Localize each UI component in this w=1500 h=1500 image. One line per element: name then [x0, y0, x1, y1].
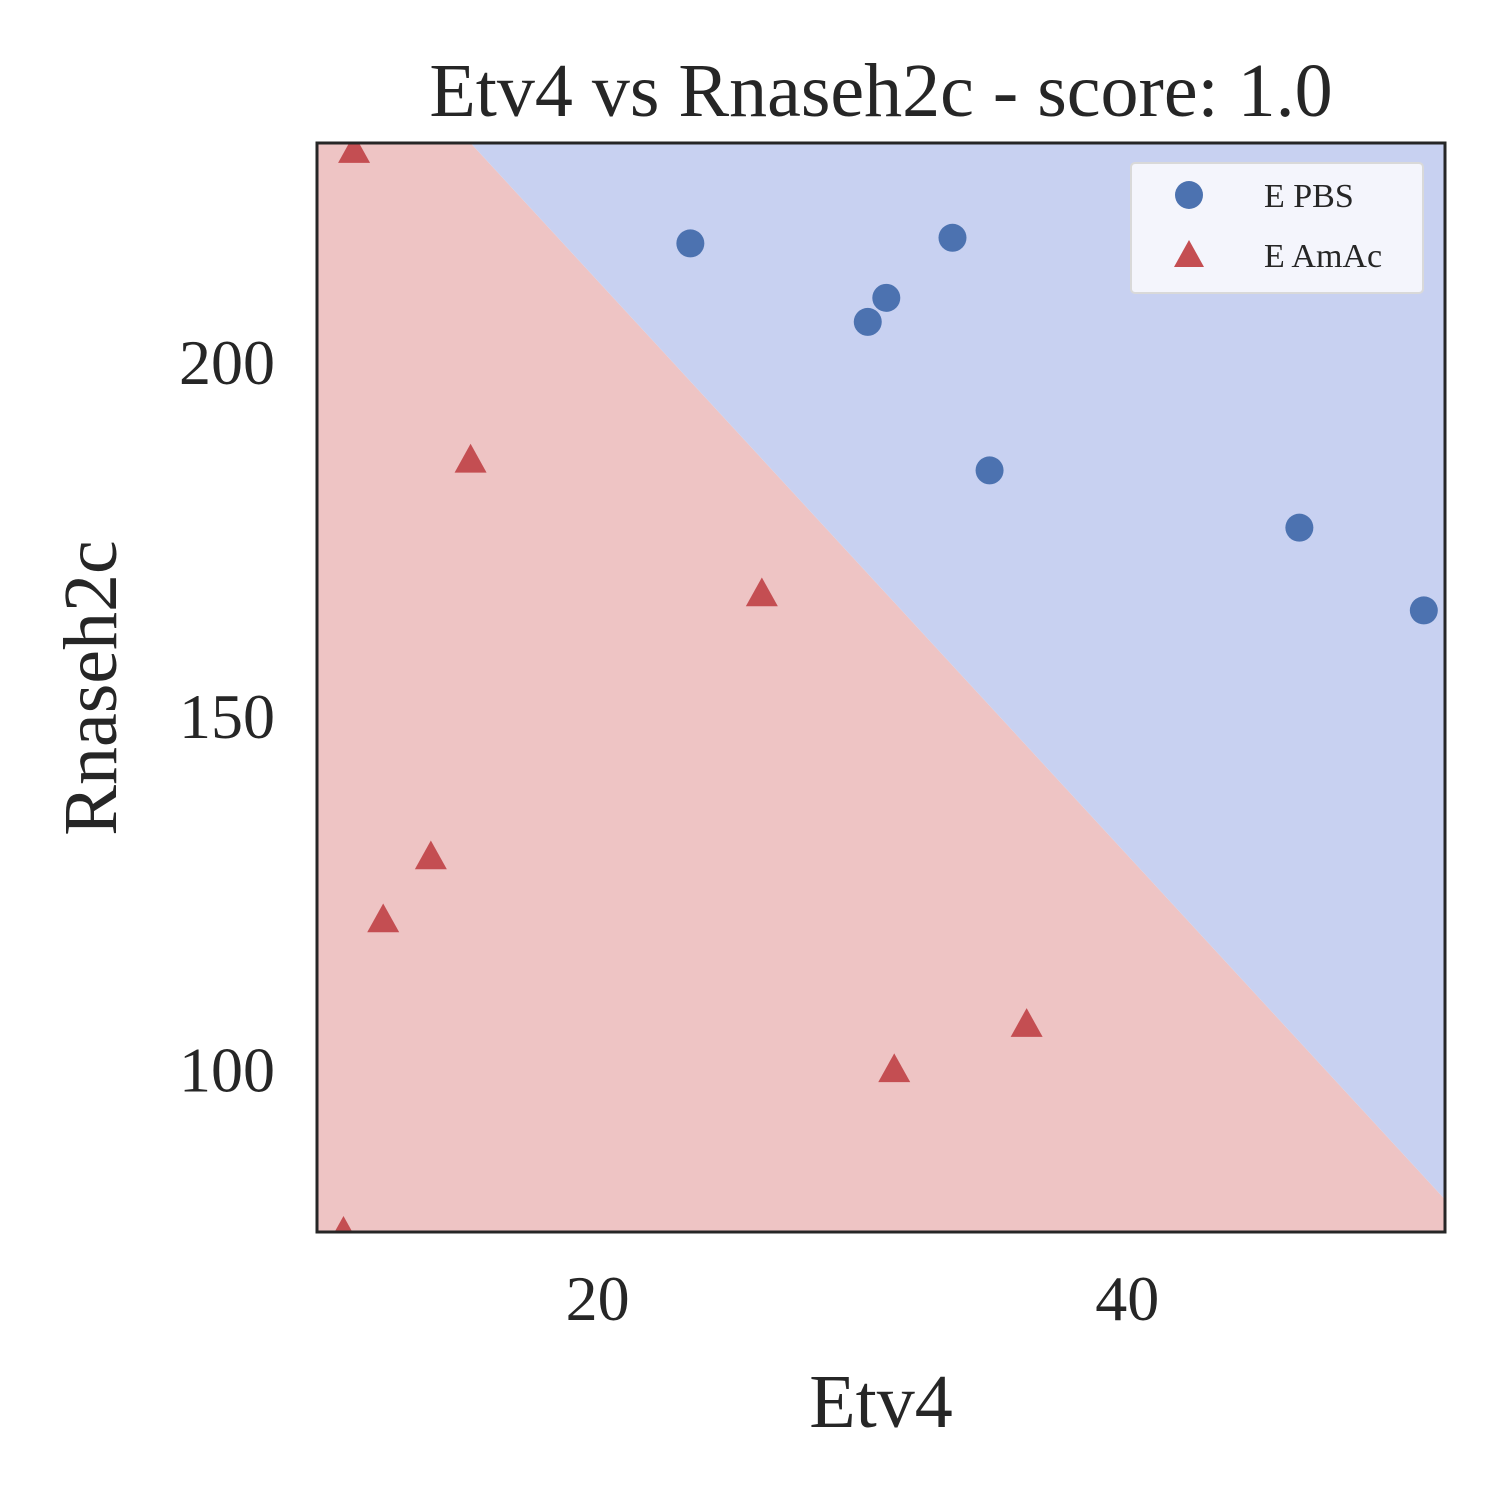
x-tick-label: 40 — [1095, 1263, 1159, 1334]
data-point-e-amac — [878, 1053, 911, 1083]
data-point-e-amac — [454, 443, 487, 473]
chart-title: Etv4 vs Rnaseh2c - score: 1.0 — [429, 49, 1332, 133]
data-point-e-pbs — [938, 223, 967, 252]
x-axis-label: Etv4 — [809, 1360, 953, 1444]
legend-box — [1130, 162, 1424, 294]
data-point-e-amac — [367, 903, 400, 933]
y-tick-labels: 100 150 200 — [179, 327, 275, 1105]
data-point-e-amac — [338, 143, 371, 163]
data-point-e-pbs — [1409, 596, 1438, 625]
data-point-e-amac — [745, 577, 778, 607]
y-tick-label: 150 — [179, 681, 275, 752]
data-point-e-amac — [414, 840, 447, 870]
data-point-e-pbs — [853, 307, 882, 336]
legend-marker — [1174, 240, 1204, 267]
data-point-e-amac — [1010, 1008, 1043, 1037]
decision-region-e-amac — [317, 143, 1445, 1232]
y-tick-label: 100 — [179, 1034, 275, 1105]
legend-label: E AmAc — [1264, 238, 1382, 275]
x-tick-labels: 20 40 — [566, 1263, 1160, 1334]
plot-frame — [315, 141, 1447, 1234]
data-point-e-amac — [334, 1216, 353, 1232]
y-tick-label: 200 — [179, 327, 275, 398]
data-point-e-pbs — [872, 283, 901, 312]
legend: E PBS E AmAc — [1130, 162, 1424, 294]
data-point-e-pbs — [1285, 513, 1314, 542]
x-tick-label: 20 — [566, 1263, 630, 1334]
legend-label: E PBS — [1264, 178, 1354, 215]
decision-region-e-pbs — [470, 143, 1445, 1200]
data-markers — [334, 143, 1438, 1232]
y-axis-label: Rnaseh2c — [49, 540, 133, 835]
data-point-e-pbs — [975, 456, 1004, 485]
plot-area — [317, 143, 1445, 1232]
legend-marker — [1175, 181, 1203, 209]
data-point-e-pbs — [676, 229, 705, 258]
